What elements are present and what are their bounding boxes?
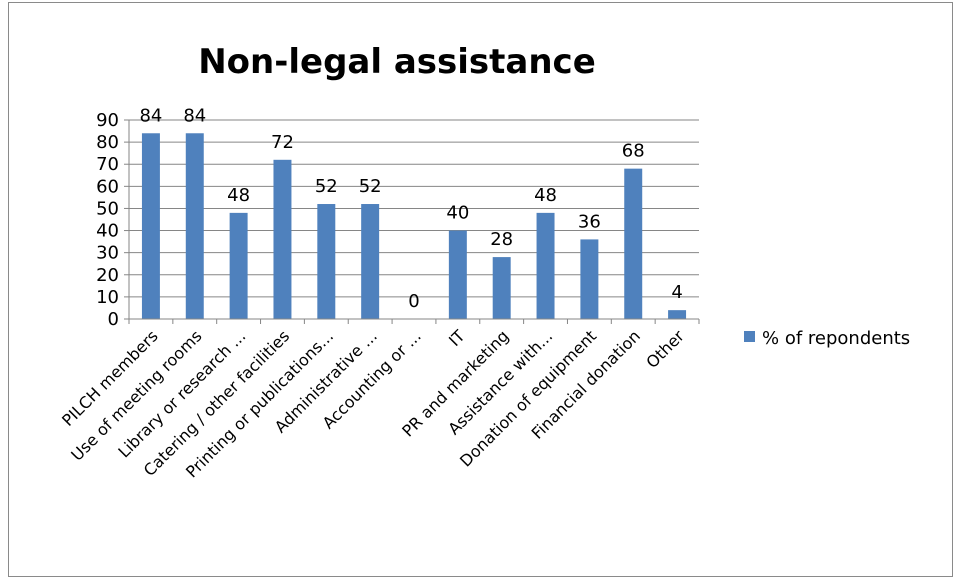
y-tick-label: 20 bbox=[96, 265, 119, 286]
data-label: 52 bbox=[359, 176, 382, 197]
bar bbox=[273, 160, 291, 319]
legend-label: % of repondents bbox=[762, 328, 910, 349]
chart-frame: Non-legal assistance 0 10 20 30 40 50 60 70 80 90… bbox=[8, 2, 953, 577]
bar bbox=[142, 133, 160, 319]
data-label: 28 bbox=[490, 229, 513, 250]
bar bbox=[537, 213, 555, 319]
y-tick-label: 70 bbox=[96, 154, 119, 175]
chart-title: Non-legal assistance bbox=[198, 42, 596, 82]
data-label: 0 bbox=[408, 291, 419, 312]
y-tick-label: 10 bbox=[96, 287, 119, 308]
y-tick-label: 80 bbox=[96, 132, 119, 153]
bar bbox=[668, 310, 686, 319]
bar bbox=[186, 133, 204, 319]
gridlines bbox=[129, 120, 699, 297]
data-label: 48 bbox=[227, 185, 250, 206]
y-tick-label: 60 bbox=[96, 176, 119, 197]
legend-swatch bbox=[744, 331, 755, 342]
data-label: 84 bbox=[139, 105, 162, 126]
bar bbox=[317, 204, 335, 319]
bar bbox=[361, 204, 379, 319]
category-label: Other bbox=[642, 326, 688, 372]
bar-chart: Non-legal assistance 0102030405060708090… bbox=[9, 3, 954, 578]
data-label: 72 bbox=[271, 132, 294, 153]
category-label: IT bbox=[445, 326, 469, 350]
data-label: 40 bbox=[446, 203, 469, 224]
data-label: 84 bbox=[183, 105, 206, 126]
bar bbox=[580, 239, 598, 319]
bar bbox=[230, 213, 248, 319]
y-tick-label: 90 bbox=[96, 110, 119, 131]
y-tick-label: 40 bbox=[96, 221, 119, 242]
bar bbox=[493, 257, 511, 319]
y-tick-label: 30 bbox=[96, 243, 119, 264]
legend: % of repondents bbox=[744, 328, 910, 349]
data-label: 68 bbox=[622, 141, 645, 162]
data-label: 52 bbox=[315, 176, 338, 197]
bar bbox=[449, 231, 467, 319]
y-tick-label: 0 bbox=[108, 309, 119, 330]
data-label: 36 bbox=[578, 211, 601, 232]
data-label: 4 bbox=[671, 282, 682, 303]
data-label: 48 bbox=[534, 185, 557, 206]
y-tick-label: 50 bbox=[96, 198, 119, 219]
bar bbox=[624, 169, 642, 319]
